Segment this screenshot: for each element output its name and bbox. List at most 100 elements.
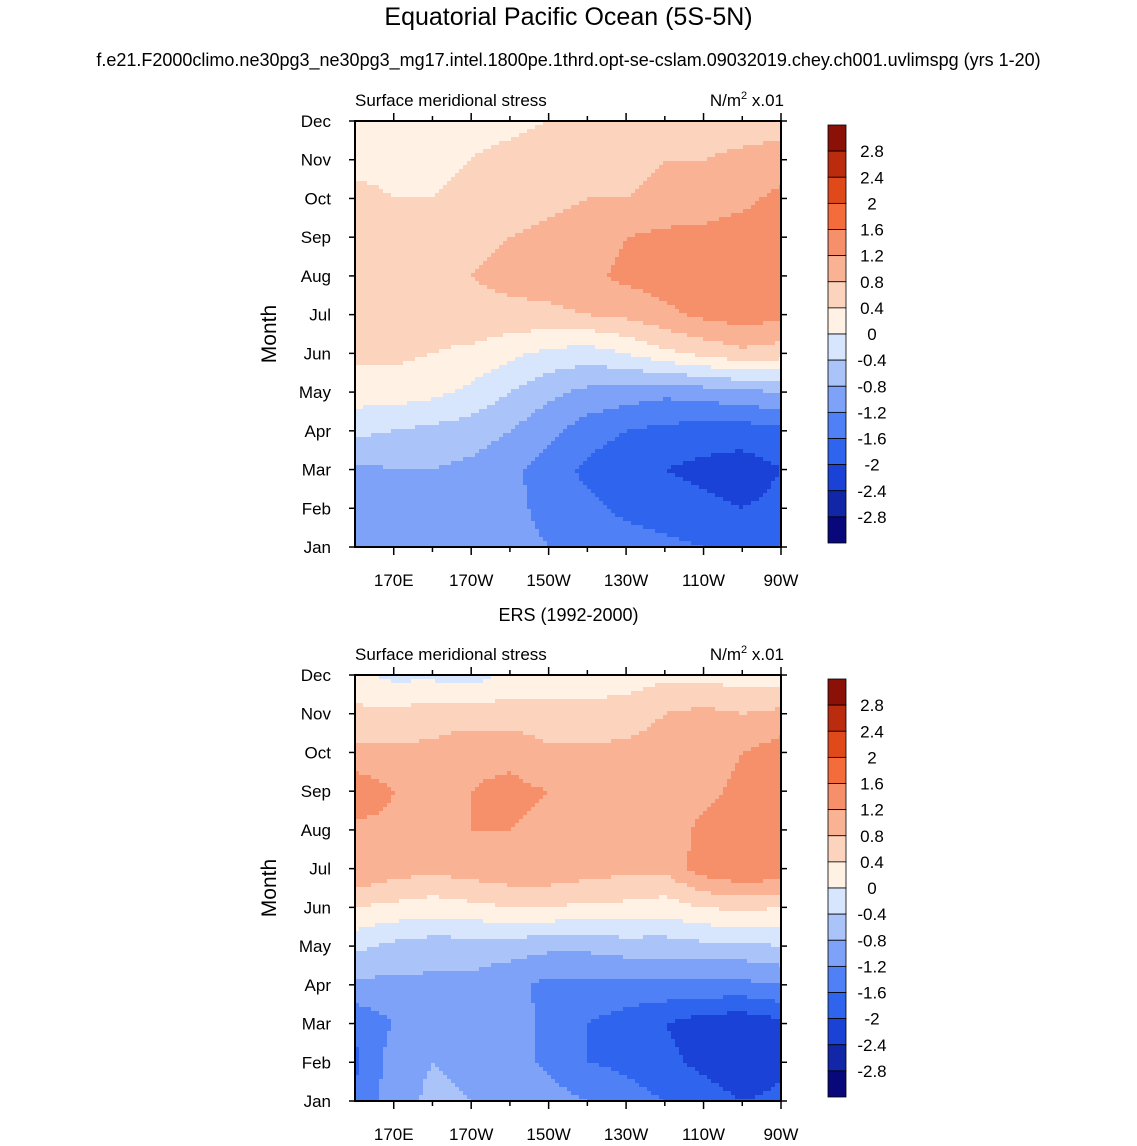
contour-cell: [415, 121, 420, 126]
contour-cell: [391, 285, 396, 290]
contour-cell: [563, 285, 568, 290]
contour-cell: [687, 121, 692, 126]
contour-cell: [747, 301, 752, 306]
contour-cell: [411, 189, 416, 194]
contour-cell: [399, 189, 404, 194]
contour-cell: [507, 173, 512, 178]
contour-cell: [643, 153, 648, 158]
contour-cell: [639, 221, 644, 226]
contour-cell: [563, 269, 568, 274]
contour-cell: [431, 249, 436, 254]
contour-cell: [379, 265, 384, 270]
contour-cell: [455, 277, 460, 282]
contour-cell: [635, 197, 640, 202]
contour-cell: [427, 301, 432, 306]
contour-cell: [407, 225, 412, 230]
contour-cell: [671, 261, 676, 266]
contour-cell: [659, 225, 664, 230]
contour-cell: [707, 241, 712, 246]
contour-cell: [631, 165, 636, 170]
contour-cell: [375, 193, 380, 198]
contour-cell: [695, 221, 700, 226]
contour-cell: [623, 153, 628, 158]
contour-cell: [435, 169, 440, 174]
contour-cell: [771, 249, 776, 254]
contour-cell: [363, 205, 368, 210]
contour-cell: [359, 153, 364, 158]
contour-cell: [355, 197, 360, 202]
contour-cell: [415, 281, 420, 286]
contour-cell: [667, 265, 672, 270]
contour-cell: [419, 293, 424, 298]
contour-cell: [495, 261, 500, 266]
contour-cell: [371, 257, 376, 262]
contour-cell: [383, 193, 388, 198]
contour-cell: [395, 201, 400, 206]
contour-cell: [415, 177, 420, 182]
contour-cell: [463, 173, 468, 178]
contour-cell: [427, 285, 432, 290]
contour-cell: [415, 137, 420, 142]
contour-cell: [383, 253, 388, 258]
contour-cell: [667, 193, 672, 198]
contour-cell: [479, 201, 484, 206]
contour-cell: [747, 277, 752, 282]
contour-cell: [547, 305, 552, 310]
contour-cell: [431, 293, 436, 298]
contour-cell: [387, 241, 392, 246]
contour-cell: [547, 137, 552, 142]
contour-cell: [551, 237, 556, 242]
contour-cell: [395, 233, 400, 238]
contour-cell: [683, 289, 688, 294]
contour-cell: [455, 201, 460, 206]
contour-cell: [475, 221, 480, 226]
contour-cell: [771, 277, 776, 282]
contour-cell: [507, 157, 512, 162]
contour-cell: [547, 233, 552, 238]
contour-cell: [643, 141, 648, 146]
contour-cell: [379, 197, 384, 202]
contour-cell: [383, 129, 388, 134]
contour-cell: [403, 125, 408, 130]
contour-cell: [679, 245, 684, 250]
contour-cell: [775, 205, 780, 210]
contour-cell: [483, 297, 488, 302]
contour-cell: [431, 149, 436, 154]
contour-cell: [659, 257, 664, 262]
contour-cell: [747, 177, 752, 182]
contour-cell: [567, 289, 572, 294]
contour-cell: [687, 125, 692, 130]
contour-cell: [543, 281, 548, 286]
contour-cell: [495, 141, 500, 146]
contour-cell: [671, 205, 676, 210]
contour-cell: [367, 233, 372, 238]
contour-cell: [731, 209, 736, 214]
contour-cell: [707, 301, 712, 306]
contour-cell: [751, 281, 756, 286]
contour-cell: [611, 121, 616, 126]
contour-cell: [655, 197, 660, 202]
contour-cell: [535, 157, 540, 162]
contour-cell: [439, 209, 444, 214]
contour-cell: [459, 261, 464, 266]
contour-cell: [683, 217, 688, 222]
contour-cell: [563, 229, 568, 234]
contour-cell: [515, 241, 520, 246]
contour-cell: [767, 165, 772, 170]
contour-cell: [427, 149, 432, 154]
figure-title: Equatorial Pacific Ocean (5S-5N): [0, 3, 1137, 32]
contour-cell: [679, 189, 684, 194]
contour-cell: [655, 289, 660, 294]
contour-cell: [471, 185, 476, 190]
contour-cell: [623, 293, 628, 298]
contour-cell: [439, 181, 444, 186]
contour-cell: [371, 217, 376, 222]
contour-cell: [755, 141, 760, 146]
contour-cell: [371, 141, 376, 146]
contour-cell: [455, 121, 460, 126]
contour-cell: [675, 145, 680, 150]
contour-cell: [507, 181, 512, 186]
contour-cell: [675, 141, 680, 146]
contour-cell: [395, 189, 400, 194]
contour-cell: [635, 141, 640, 146]
